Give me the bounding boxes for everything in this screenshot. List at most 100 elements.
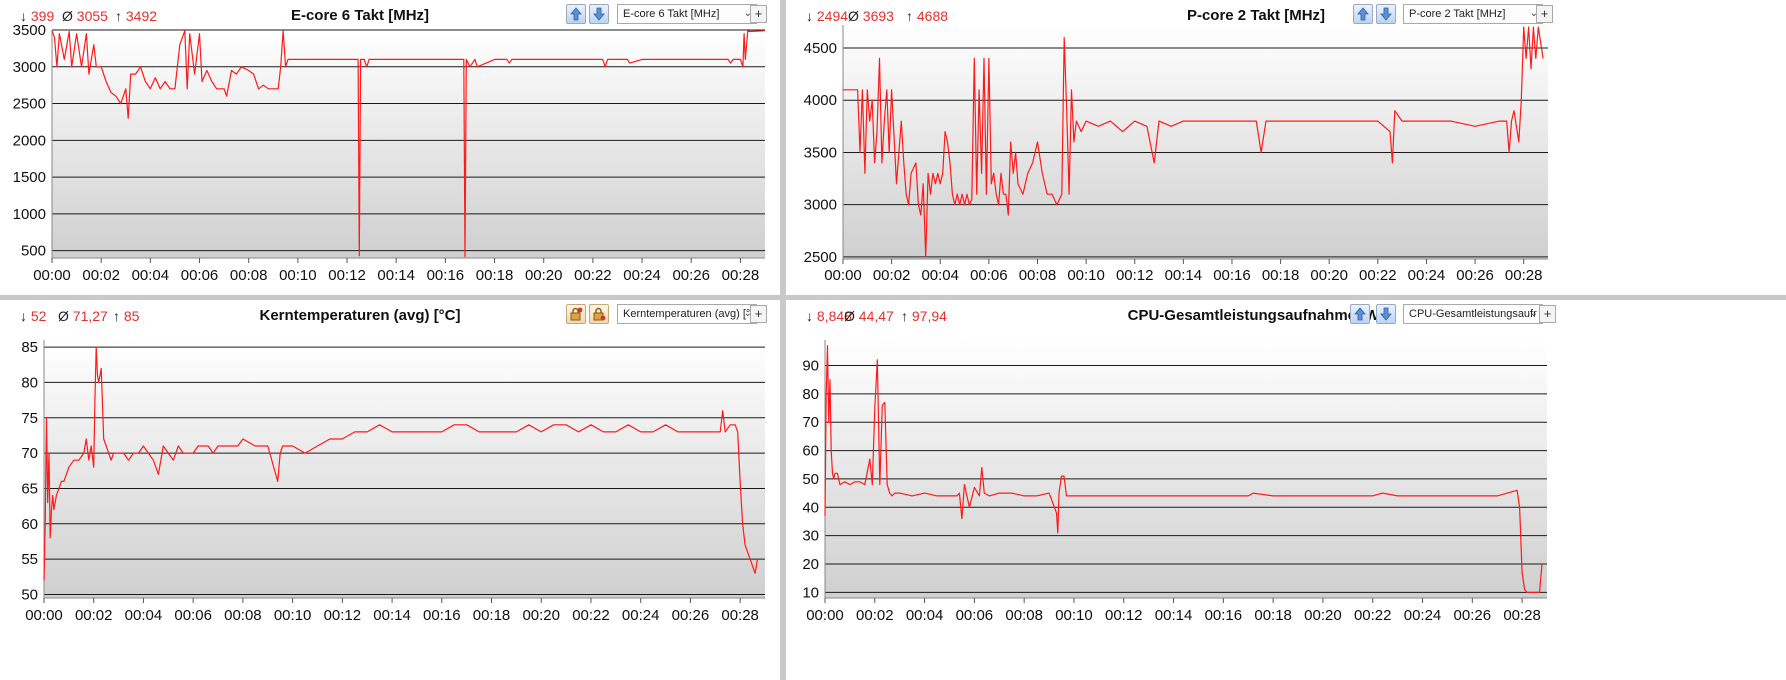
x-tick-label: 00:22 [574,267,612,284]
add-graph-button[interactable]: + [1539,305,1556,323]
sensor-select[interactable]: Kerntemperaturen (avg) [° ⌄ [617,304,757,324]
y-tick-label: 2500 [804,249,837,266]
stat-avg: Ø 3693 [848,8,894,24]
max-symbol-icon: ↑ [906,8,913,24]
x-tick-label: 00:08 [224,607,262,624]
panel-title: P-core 2 Takt [MHz] [1186,7,1326,24]
lock-down-icon [593,307,606,321]
stat-max-value: 4688 [916,8,949,24]
add-graph-button[interactable]: + [1536,5,1553,23]
x-tick-label: 00:20 [1304,607,1342,624]
x-tick-label: 00:24 [1404,607,1442,624]
x-tick-label: 00:12 [324,607,362,624]
chart-panel-4: ↓ 8,848 Ø 44,47 ↑ 97,94 CPU-Gesamtleistungs… [786,300,1786,680]
x-tick-label: 00:08 [1019,267,1057,284]
stat-avg-value: 3693 [862,8,894,24]
y-tick-label: 30 [802,528,819,545]
x-tick-label: 00:22 [572,607,610,624]
x-tick-label: 00:06 [970,267,1008,284]
x-tick-label: 00:18 [476,267,514,284]
y-tick-label: 90 [802,358,819,375]
stat-min-value: 399 [30,8,55,24]
min-symbol-icon: ↓ [20,308,27,324]
scale-up-button[interactable] [566,4,586,24]
scale-down-button[interactable] [1376,304,1396,324]
x-tick-label: 00:08 [230,267,268,284]
x-tick-label: 00:24 [1408,267,1446,284]
x-tick-label: 00:02 [856,607,894,624]
x-tick-label: 00:28 [1505,267,1543,284]
x-tick-label: 00:10 [279,267,317,284]
x-tick-label: 00:12 [1116,267,1154,284]
chart-panel-2: ↓ 2494 Ø 3693 ↑ 4688 P-core 2 Takt [MHz] P-c… [786,0,1786,295]
x-tick-label: 00:14 [1165,267,1203,284]
scale-down-button[interactable] [589,304,609,324]
sensor-select[interactable]: E-core 6 Takt [MHz] ⌄ [617,4,757,24]
x-tick-label: 00:10 [1055,607,1093,624]
arrow-down-icon [1380,307,1392,321]
y-tick-label: 60 [802,443,819,460]
scale-down-button[interactable] [589,4,609,24]
x-tick-label: 00:12 [1105,607,1143,624]
x-tick-label: 00:00 [33,267,71,284]
stat-min: ↓ 399 [20,8,54,24]
chevron-down-icon: ⌄ [1529,8,1538,19]
x-tick-label: 00:14 [1155,607,1193,624]
sensor-select-value: P-core 2 Takt [MHz] [1409,8,1506,20]
arrow-down-icon [593,7,605,21]
stat-min-value: 52 [30,308,47,324]
stat-avg-value: 44,47 [858,308,894,324]
y-tick-label: 3500 [804,144,837,161]
min-symbol-icon: ↓ [806,8,813,24]
y-tick-label: 70 [21,445,38,462]
scale-up-button[interactable] [566,304,586,324]
series-line [824,345,1543,593]
chevron-down-icon: ⌄ [743,8,752,19]
x-tick-label: 00:00 [806,607,844,624]
x-tick-label: 00:18 [1262,267,1300,284]
chart-panel-1: ↓ 399 Ø 3055 ↑ 3492 E-core 6 Takt [MHz] E-co… [0,0,780,295]
arrow-up-icon [1354,307,1366,321]
panel-header: ↓ 52 Ø 71,27 ↑ 85 Kerntemperaturen (avg) [°… [0,300,780,330]
line-chart: 50 55 60 65 70 75 80 85 00:00 00:02 00:04 00:06 00:0… [21,339,765,624]
x-tick-label: 00:06 [174,607,212,624]
x-tick-label: 00:18 [1254,607,1292,624]
stat-min: ↓ 2494 [806,8,848,24]
add-graph-button[interactable]: + [750,305,767,323]
avg-symbol-icon: Ø [58,308,69,324]
sensor-select[interactable]: CPU-Gesamtleistungsaufr ⌄ [1403,304,1543,324]
scale-up-button[interactable] [1350,304,1370,324]
stat-max-value: 85 [123,308,140,324]
plot-area [52,30,765,258]
stat-max: ↑ 4688 [906,8,948,24]
min-symbol-icon: ↓ [806,308,813,324]
x-tick-label: 00:10 [274,607,312,624]
sensor-select[interactable]: P-core 2 Takt [MHz] ⌄ [1403,4,1543,24]
x-tick-label: 00:08 [1005,607,1043,624]
x-tick-label: 00:04 [906,607,944,624]
x-tick-label: 00:02 [82,267,120,284]
scale-up-button[interactable] [1353,4,1373,24]
chart-panel-3: ↓ 52 Ø 71,27 ↑ 85 Kerntemperaturen (avg) [°… [0,300,780,680]
panel-title: CPU-Gesamtleistungsaufnahme [W] [1127,307,1385,324]
stat-min: ↓ 8,848 [806,308,852,324]
x-tick-label: 00:06 [956,607,994,624]
x-tick-label: 00:04 [125,607,163,624]
y-tick-label: 4000 [804,92,837,109]
x-tick-label: 00:26 [1456,267,1494,284]
panel-title: Kerntemperaturen (avg) [°C] [259,307,461,324]
stat-avg: Ø 3055 [62,8,108,24]
scale-down-button[interactable] [1376,4,1396,24]
x-tick-label: 00:16 [1205,607,1243,624]
x-tick-label: 00:16 [423,607,461,624]
x-tick-label: 00:22 [1359,267,1397,284]
max-symbol-icon: ↑ [113,308,120,324]
arrow-up-icon [570,7,582,21]
add-graph-button[interactable]: + [750,5,767,23]
line-chart: 500 1000 1500 2000 2500 3000 3500 00:00 00:02 00:… [13,22,766,284]
y-tick-label: 65 [21,480,38,497]
x-tick-label: 00:20 [522,607,560,624]
max-symbol-icon: ↑ [115,8,122,24]
y-tick-label: 20 [802,556,819,573]
x-tick-label: 00:06 [181,267,219,284]
